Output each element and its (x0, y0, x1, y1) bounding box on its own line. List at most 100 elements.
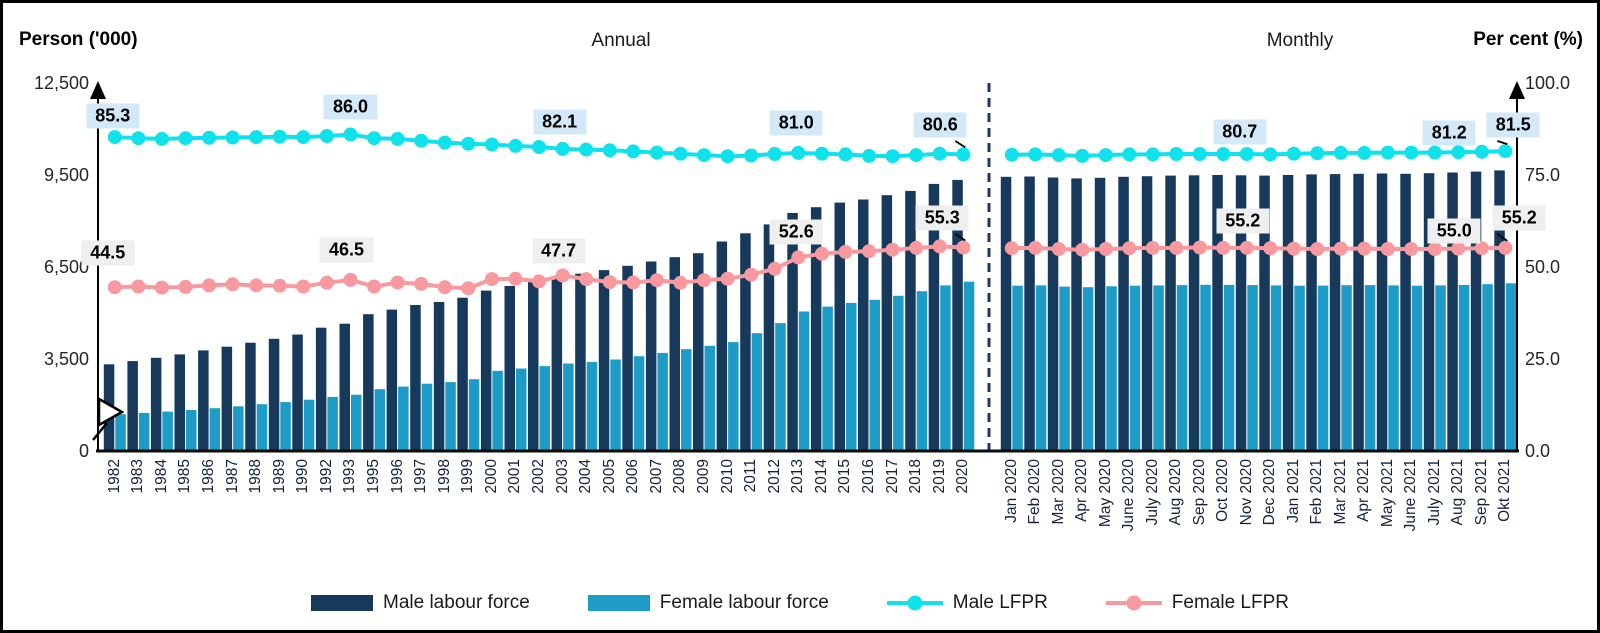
male-lfpr-point (1498, 144, 1513, 159)
female-labour-force-bar (1035, 285, 1047, 451)
female-lfpr-point (673, 275, 688, 290)
male-lfpr-point (1404, 145, 1419, 160)
male-lfpr-point (673, 146, 688, 161)
male-labour-force-bar (174, 354, 185, 451)
male-lfpr-point (649, 145, 664, 160)
male-lfpr-annotation: 81.0 (769, 110, 823, 136)
left-axis-title: Person ('000) (19, 29, 138, 50)
male-labour-force-bar (881, 195, 893, 451)
female-lfpr-point (484, 272, 499, 287)
male-lfpr-point (767, 147, 782, 161)
male-lfpr-point (956, 147, 971, 162)
male-lfpr-point (272, 129, 287, 144)
year-label: 2019 (930, 459, 948, 494)
male-labour-force-bar (363, 314, 374, 451)
female-lfpr-point (932, 239, 947, 254)
female-lfpr-point (838, 244, 853, 259)
male-labour-force-bar (834, 202, 845, 451)
female-labour-force-bar (1106, 286, 1117, 451)
month-label: June 2021 (1402, 459, 1420, 532)
legend-item-female-labour-force: Female labour force (587, 592, 829, 614)
female-labour-force-bar (1458, 284, 1470, 451)
female-lfpr-annotation: 52.6 (769, 219, 823, 245)
female-lfpr-point (178, 279, 193, 294)
female-lfpr-point (1075, 242, 1090, 257)
annotation-leader-line (1497, 140, 1508, 145)
male-lfpr-point (1474, 144, 1489, 159)
month-label: Dec 2020 (1261, 459, 1279, 526)
male-labour-force-bar (292, 334, 303, 451)
male-lfpr-point (602, 143, 617, 158)
female-labour-force-bar (256, 404, 268, 451)
year-label: 1997 (412, 459, 430, 494)
male-lfpr-annotation: 80.7 (1213, 119, 1267, 145)
female-lfpr-point (1216, 240, 1231, 255)
male-lfpr-point (1380, 145, 1395, 160)
female-lfpr-point (367, 279, 382, 294)
female-labour-force-bar (516, 368, 527, 451)
female-labour-force-bar (586, 361, 598, 451)
female-labour-force-bar (940, 285, 951, 451)
year-label: 2014 (812, 459, 830, 494)
female-lfpr-point (720, 271, 735, 286)
year-label: 2008 (671, 459, 689, 494)
male-labour-force-bar (1165, 175, 1176, 451)
female-lfpr-point (437, 280, 452, 295)
year-label: 1999 (459, 459, 477, 494)
female-lfpr-point (744, 267, 759, 282)
female-labour-force-bar (327, 396, 338, 451)
female-lfpr-point (1004, 241, 1019, 256)
right-axis-title: Per cent (%) (1473, 29, 1583, 50)
male-lfpr-annotation: 81.2 (1422, 120, 1476, 146)
year-label: 2017 (883, 459, 901, 494)
female-lfpr-point (579, 272, 594, 287)
month-label: Aug 2020 (1167, 459, 1185, 526)
legend-item-male-lfpr: Male LFPR (886, 592, 1048, 614)
female-lfpr-point (414, 276, 429, 291)
male-labour-force-bar (245, 342, 256, 451)
female-lfpr-point (508, 271, 523, 286)
male-lfpr-point (296, 130, 311, 145)
male-labour-force-bar (905, 190, 916, 451)
male-lfpr-line (1011, 149, 1506, 158)
male-labour-force-bar (1047, 177, 1059, 451)
male-labour-force-bar (693, 253, 704, 451)
year-label: 1988 (247, 459, 265, 494)
female-labour-force-bar (233, 406, 244, 451)
year-label: 2000 (482, 459, 500, 494)
male-lfpr-point (437, 135, 452, 150)
year-label: 1983 (129, 459, 147, 494)
male-labour-force-bar (669, 257, 680, 451)
female-lfpr-point (390, 275, 405, 290)
female-labour-force-bar (115, 414, 126, 451)
male-labour-force-bar (127, 361, 138, 451)
male-labour-force-bar (787, 213, 798, 451)
female-lfpr-point (862, 244, 876, 259)
female-lfpr-point (1051, 242, 1066, 256)
female-lfpr-point (1028, 240, 1043, 255)
female-lfpr-point (1239, 240, 1254, 255)
year-label: 1993 (341, 459, 359, 494)
female-lfpr-point (202, 278, 217, 293)
male-lfpr-point (1075, 148, 1090, 163)
year-label: 2006 (624, 459, 642, 494)
female-labour-force-bar (1294, 285, 1305, 451)
left-axis-tick: 3,500 (43, 349, 89, 369)
male-labour-force-bar (528, 282, 539, 451)
left-axis-tick: 6,500 (43, 257, 89, 277)
male-lfpr-annotation: 81.5 (1486, 112, 1540, 138)
female-labour-force-bar (681, 349, 692, 451)
female-labour-force-bar (846, 302, 857, 451)
year-label: 2012 (765, 459, 783, 494)
female-labour-force-bar (1129, 285, 1141, 451)
female-lfpr-point (1333, 241, 1348, 256)
legend-item-female-lfpr: Female LFPR (1105, 592, 1289, 614)
male-lfpr-point (697, 148, 711, 163)
female-labour-force-bar (1012, 285, 1023, 451)
month-label: Aug 2021 (1449, 459, 1467, 526)
right-axis-tick: 100.0 (1525, 73, 1571, 93)
female-labour-force-bar (1364, 285, 1376, 451)
male-lfpr-point (461, 136, 476, 151)
female-labour-force-bar (162, 411, 173, 451)
legend-label: Male labour force (383, 592, 530, 613)
